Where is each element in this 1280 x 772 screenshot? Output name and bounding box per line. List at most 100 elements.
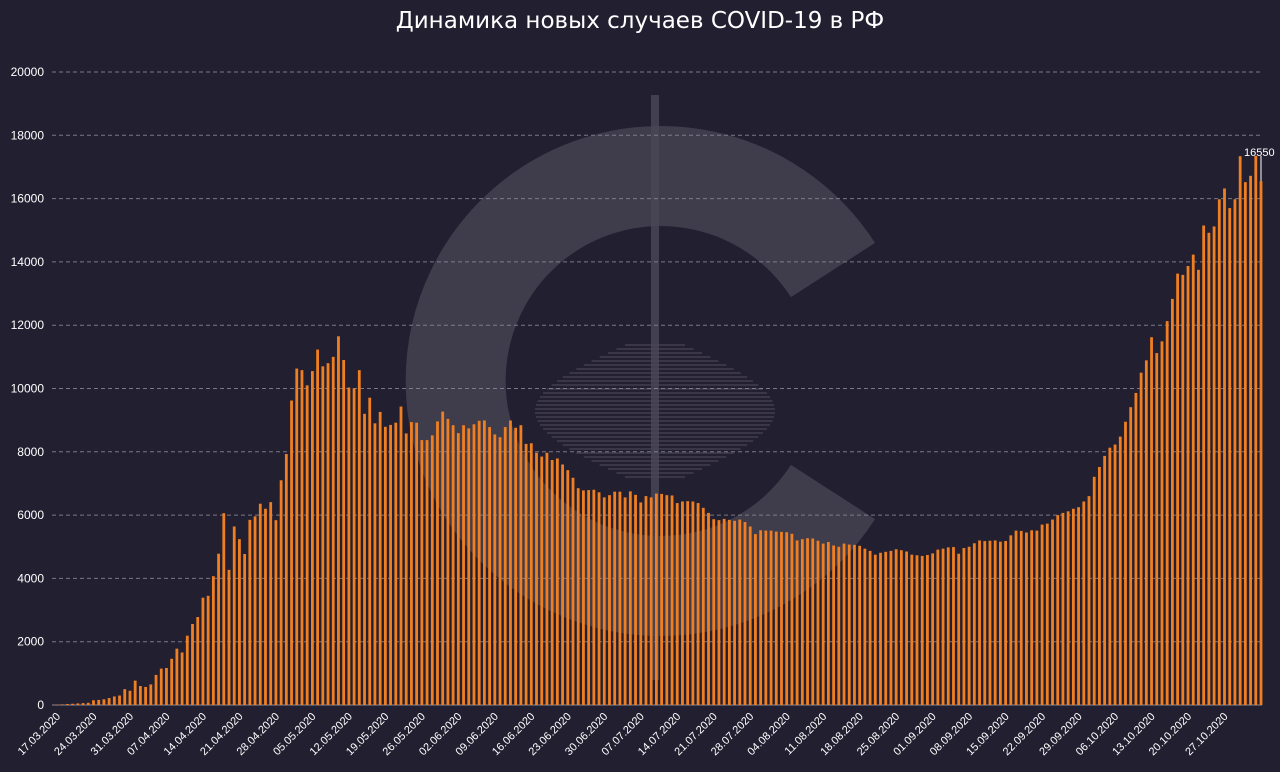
bar <box>816 540 820 705</box>
bar <box>60 704 64 705</box>
bar <box>128 690 132 705</box>
bar <box>477 420 481 705</box>
bar <box>1014 530 1018 705</box>
bar <box>274 520 278 705</box>
chart-title: Динамика новых случаев COVID-19 в РФ <box>395 8 885 34</box>
bar <box>1207 232 1211 706</box>
bar <box>71 703 75 705</box>
bar <box>170 658 174 705</box>
bar <box>701 507 705 705</box>
bar <box>785 532 789 705</box>
bar <box>337 336 340 705</box>
bar <box>1113 444 1117 705</box>
y-tick-label: 12000 <box>11 318 45 332</box>
bar <box>211 576 215 705</box>
bar <box>482 420 486 705</box>
bar <box>613 491 617 705</box>
bar <box>326 363 330 705</box>
bar <box>727 519 731 705</box>
bar <box>1134 392 1138 705</box>
bar <box>258 503 262 705</box>
bar <box>738 519 742 705</box>
bar <box>1233 199 1237 705</box>
bar <box>561 464 564 705</box>
bar <box>1160 341 1164 705</box>
bar <box>1139 372 1143 705</box>
bar <box>941 548 945 705</box>
bar <box>952 547 955 705</box>
bars <box>55 155 1263 706</box>
bar <box>138 686 142 705</box>
bar <box>707 512 710 705</box>
bar <box>1124 421 1127 705</box>
bar <box>1165 321 1169 705</box>
y-tick-label: 16000 <box>11 192 45 206</box>
bar <box>628 491 632 705</box>
bar <box>404 433 408 705</box>
y-tick-label: 10000 <box>11 382 45 396</box>
bar <box>1129 407 1133 705</box>
bar <box>665 495 669 705</box>
bar <box>1254 155 1258 705</box>
bar <box>826 542 830 705</box>
bar <box>415 422 419 705</box>
bar <box>920 555 924 705</box>
bar <box>582 490 585 705</box>
bar <box>571 477 575 705</box>
bar <box>446 418 450 705</box>
bar <box>967 546 971 705</box>
last-value-annotation: 16550 <box>1244 147 1275 159</box>
bar <box>926 554 929 705</box>
bar <box>905 551 908 705</box>
bar <box>269 502 273 705</box>
bar <box>1181 274 1185 705</box>
bar <box>1155 353 1159 705</box>
bar <box>884 551 888 705</box>
bar <box>957 553 961 705</box>
bar <box>300 370 304 705</box>
bar <box>462 425 465 705</box>
bar <box>180 652 184 705</box>
bar <box>576 488 580 705</box>
bar <box>410 422 413 705</box>
bar <box>639 502 643 705</box>
bar <box>754 534 757 705</box>
bar <box>1040 524 1044 705</box>
bar <box>1103 455 1107 705</box>
bar <box>472 424 476 705</box>
bar <box>1071 508 1075 705</box>
bar <box>1098 466 1101 705</box>
bar <box>1223 188 1226 706</box>
bar <box>378 411 382 705</box>
bar <box>227 569 231 705</box>
bar <box>310 371 314 705</box>
bar <box>331 356 335 705</box>
bar <box>592 489 596 705</box>
bar <box>1176 273 1180 705</box>
bar <box>1019 530 1023 705</box>
bar <box>342 360 346 705</box>
bar <box>670 495 674 705</box>
bar <box>1077 507 1080 705</box>
bar <box>712 519 716 705</box>
bar <box>811 538 815 705</box>
bar <box>1045 523 1049 705</box>
bar <box>321 366 325 705</box>
bar <box>456 433 460 705</box>
bar <box>1170 298 1174 705</box>
bar <box>154 674 158 705</box>
bar <box>618 491 622 705</box>
bar <box>1212 226 1216 705</box>
bar <box>759 530 763 705</box>
bar <box>962 548 966 705</box>
bar <box>998 541 1002 705</box>
bar <box>149 684 153 705</box>
bar <box>654 493 658 705</box>
bar <box>853 544 856 705</box>
bar <box>264 508 267 705</box>
bar <box>159 668 163 705</box>
bar <box>899 550 903 705</box>
bar <box>800 539 804 705</box>
bar <box>514 427 518 705</box>
